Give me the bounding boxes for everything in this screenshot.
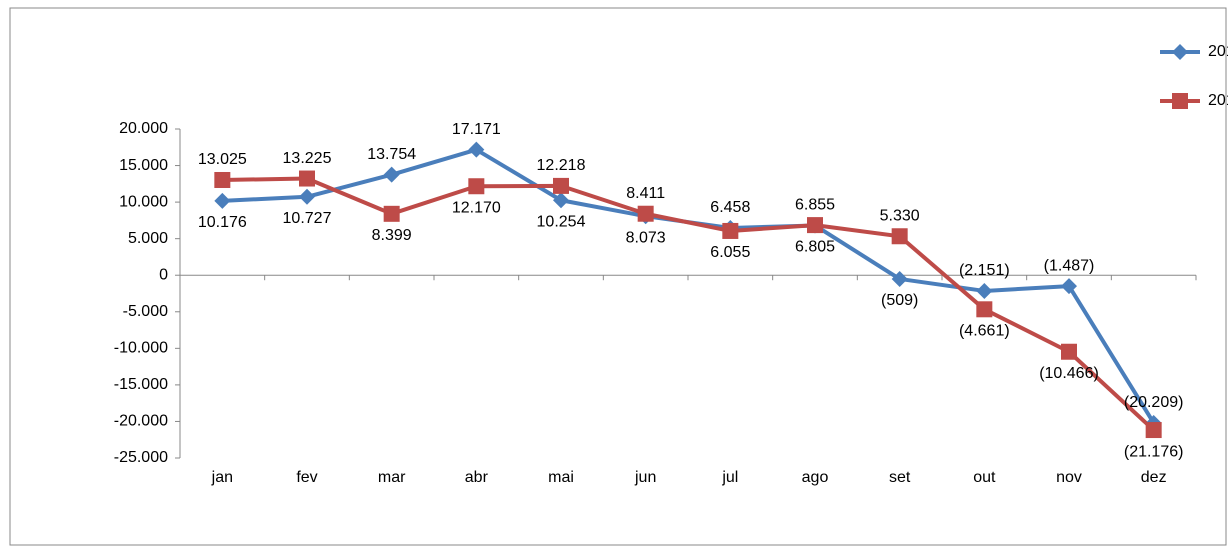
data-point [976,301,993,318]
x-tick-label: abr [465,469,489,486]
data-label: 10.254 [537,213,586,230]
data-point [299,188,315,205]
x-tick-label: nov [1056,469,1082,486]
y-tick-label: 10.000 [119,193,168,210]
data-label: 6.805 [795,239,835,256]
data-label: 13.754 [367,146,416,163]
data-label: 10.176 [198,214,247,231]
data-label: 12.218 [537,157,586,174]
chart-frame [9,7,1227,546]
y-tick-label: -10.000 [114,340,168,357]
x-tick-label: mai [548,469,574,486]
data-label: 8.073 [626,229,666,246]
y-tick-label: 0 [159,266,168,283]
data-point [1061,278,1077,295]
data-label: 13.225 [283,150,332,167]
y-tick-label: -5.000 [123,303,168,320]
data-label: 6.458 [710,199,750,216]
y-tick-label: -15.000 [114,376,168,393]
x-tick-label: ago [802,469,829,486]
x-tick-label: set [889,469,911,486]
data-label: (10.466) [1039,365,1099,382]
legend-label: 2011 [1208,92,1228,109]
x-tick-label: jul [721,469,738,486]
data-label: 10.727 [283,210,332,227]
data-label: 17.171 [452,121,501,138]
data-label: 8.411 [626,185,665,202]
data-label: 6.055 [710,244,750,261]
data-label: (509) [881,292,918,309]
y-tick-label: -25.000 [114,449,168,466]
data-point [383,205,400,222]
data-point [1145,422,1162,439]
data-label: 12.170 [452,199,501,216]
data-point [637,205,654,222]
y-tick-label: 5.000 [128,230,168,247]
data-label: 8.399 [372,227,412,244]
data-point [553,192,569,209]
legend-marker [1172,44,1188,60]
data-point [299,170,315,187]
legend-label: 2010 [1208,43,1228,60]
data-label: (4.661) [959,323,1010,340]
data-point [468,141,485,158]
legend-marker [1172,93,1188,109]
data-point [891,270,908,287]
y-tick-label: -20.000 [114,413,168,430]
data-point [722,222,739,239]
data-label: (1.487) [1044,257,1095,274]
x-tick-label: mar [378,469,406,486]
data-point [1061,343,1077,360]
data-label: 13.025 [198,151,247,168]
data-point [553,177,569,194]
data-point [891,228,908,245]
data-point [807,217,823,234]
data-point [468,178,485,195]
data-point [214,192,231,209]
x-tick-label: dez [1141,469,1167,486]
data-point [976,282,993,299]
x-tick-label: out [973,469,996,486]
data-label: (21.176) [1124,443,1184,460]
data-label: 5.330 [880,207,920,224]
data-point [214,171,231,188]
x-tick-label: fev [296,469,317,486]
x-tick-label: jun [634,469,656,486]
series-line [222,176,1156,432]
y-tick-label: 15.000 [119,157,168,174]
data-label: (20.209) [1124,394,1184,411]
y-tick-label: 20.000 [119,120,168,137]
data-point [383,166,400,183]
x-tick-label: jan [211,469,233,486]
data-label: 6.855 [795,196,835,213]
data-label: (2.151) [959,262,1010,279]
